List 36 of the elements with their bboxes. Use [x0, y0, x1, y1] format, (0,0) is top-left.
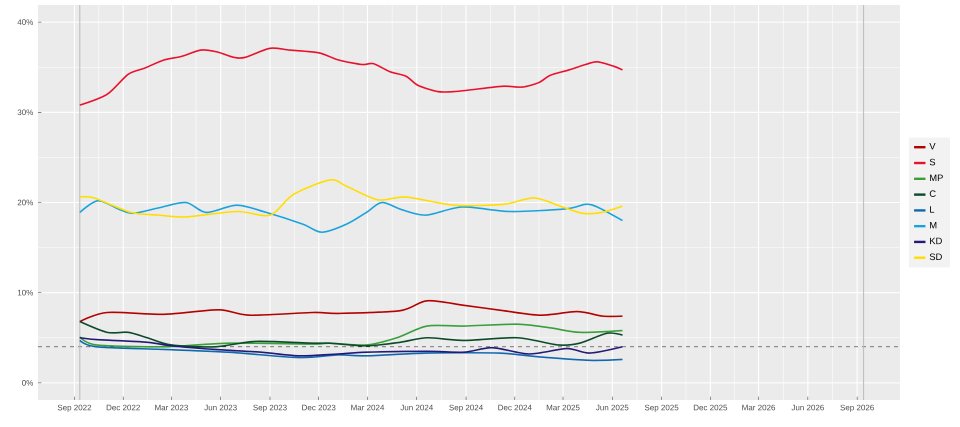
- x-tick-label: Mar 2025: [546, 404, 580, 410]
- line-series: [79, 179, 624, 218]
- x-tick-label: Sep 2023: [253, 404, 287, 412]
- legend-label: L: [930, 206, 934, 213]
- y-tick-label: 30%: [18, 109, 34, 116]
- y-tick-label: 10%: [18, 290, 34, 296]
- legend-label: MP: [930, 174, 943, 182]
- legend-label: C: [930, 190, 936, 197]
- y-tick-label: 20%: [18, 200, 34, 206]
- legend-label: KD: [930, 238, 942, 244]
- x-tick-label: Mar 2023: [155, 404, 188, 410]
- x-tick-label: Dec 2025: [694, 404, 728, 410]
- x-tick-label: Jun 2026: [792, 404, 824, 410]
- x-tick-label: Jun 2025: [596, 404, 628, 410]
- y-tick-label: 40%: [17, 19, 34, 25]
- x-tick-label: Sep 2025: [644, 404, 678, 412]
- line-series: [79, 200, 624, 234]
- x-tick-label: Sep 2024: [449, 404, 483, 412]
- y-tick-label: 0%: [22, 380, 34, 386]
- line-series: [79, 340, 624, 362]
- x-tick-label: Sep 2022: [58, 404, 92, 412]
- legend-label: SD: [930, 253, 942, 260]
- x-tick-label: Sep 2026: [840, 404, 874, 412]
- x-tick-label: Mar 2024: [351, 404, 384, 410]
- line-series: [79, 300, 624, 322]
- legend-label: M: [930, 222, 936, 228]
- legend-label: S: [930, 158, 936, 166]
- x-tick-label: Mar 2026: [742, 404, 776, 410]
- x-tick-label: Dec 2022: [106, 404, 140, 410]
- x-tick-label: Jun 2023: [204, 404, 237, 410]
- x-tick-label: Jun 2024: [400, 404, 433, 410]
- x-tick-label: Dec 2023: [302, 404, 336, 410]
- line-series: [79, 47, 624, 106]
- line-series: [79, 336, 624, 357]
- legend-label: V: [929, 142, 936, 150]
- x-tick-label: Dec 2024: [498, 404, 532, 410]
